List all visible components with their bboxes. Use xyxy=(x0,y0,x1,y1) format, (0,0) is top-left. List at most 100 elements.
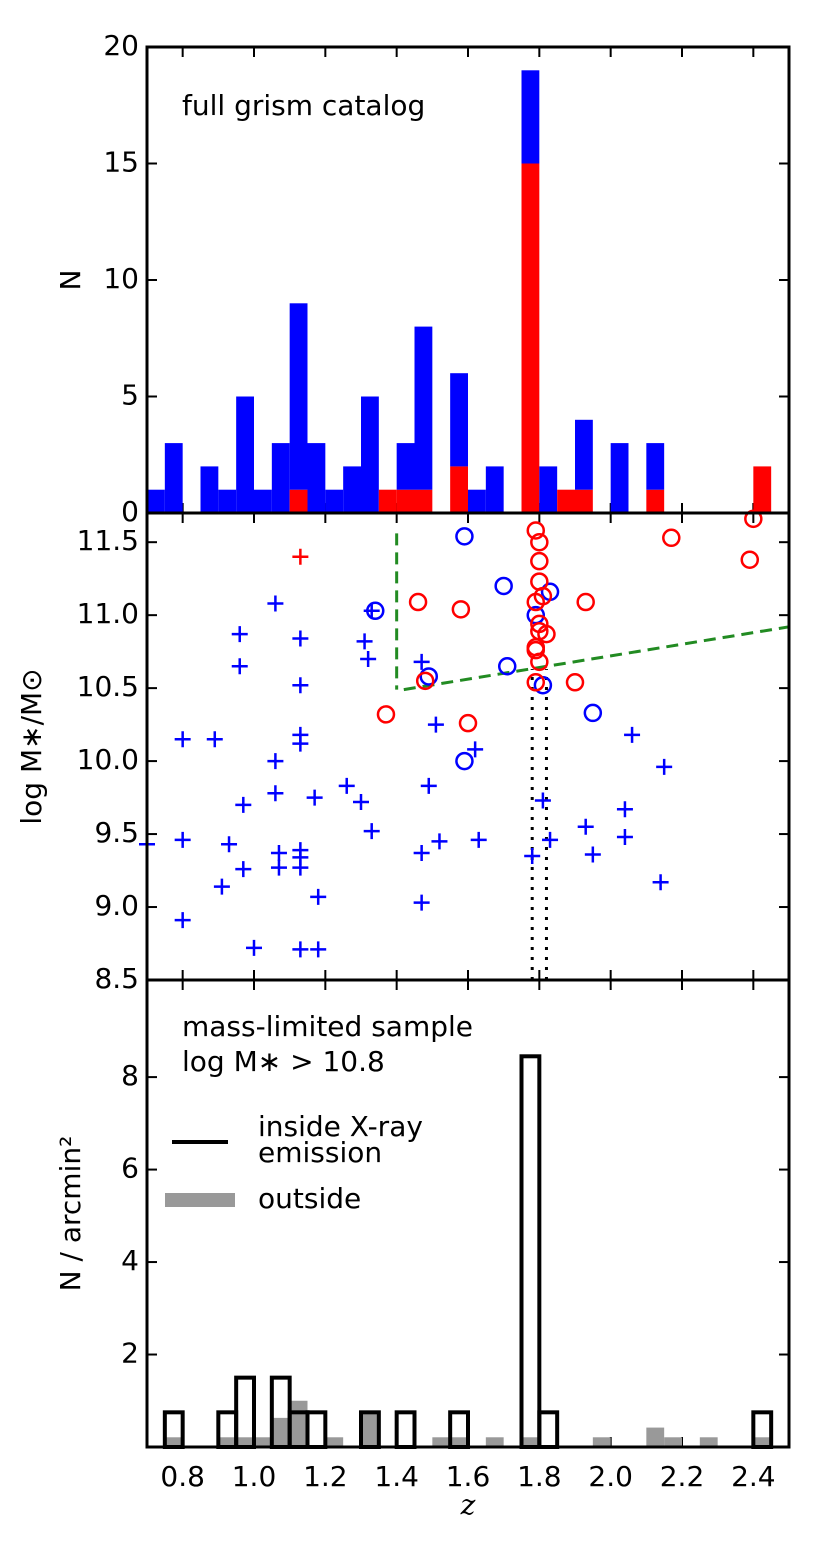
bar xyxy=(361,396,379,513)
y-tick-label: 9.0 xyxy=(94,889,139,922)
step-bar xyxy=(254,1437,272,1447)
point xyxy=(413,845,430,862)
bar xyxy=(610,443,629,513)
point xyxy=(353,793,369,810)
bar xyxy=(521,70,540,164)
legend-label: outside xyxy=(258,1182,362,1215)
x-tick-label: 1.8 xyxy=(517,1460,562,1493)
point xyxy=(413,894,430,911)
annotation: log M∗ > 10.8 xyxy=(182,1045,385,1078)
x-tick-label: 1.0 xyxy=(232,1460,277,1493)
point xyxy=(624,726,641,743)
y-tick-label: 20 xyxy=(103,29,139,62)
step-bar xyxy=(537,1410,560,1449)
point xyxy=(427,716,444,733)
y-tick-label: 8.5 xyxy=(94,962,139,995)
point xyxy=(530,652,549,672)
point xyxy=(583,703,603,723)
step-bar xyxy=(753,1437,772,1447)
point xyxy=(292,859,309,876)
point xyxy=(206,731,223,748)
point xyxy=(497,656,517,676)
point xyxy=(455,751,474,771)
point xyxy=(656,758,673,775)
point xyxy=(360,650,377,667)
point xyxy=(338,777,355,794)
x-tick-label: 2.2 xyxy=(660,1460,705,1493)
y-tick-label: 11.0 xyxy=(77,597,139,630)
point xyxy=(408,592,428,612)
point xyxy=(310,888,327,905)
x-tick-label: 1.4 xyxy=(374,1460,419,1493)
bar xyxy=(557,489,575,513)
bar xyxy=(753,466,772,513)
point xyxy=(458,713,478,733)
point xyxy=(537,624,556,644)
y-tick-label: 10.0 xyxy=(77,743,139,776)
point xyxy=(270,845,287,862)
step-bar xyxy=(646,1427,665,1447)
point xyxy=(494,576,513,596)
point xyxy=(744,509,763,529)
x-tick-label: 0.8 xyxy=(160,1460,205,1493)
point xyxy=(662,528,681,548)
point xyxy=(530,532,549,552)
bar xyxy=(218,489,237,513)
bar xyxy=(200,466,219,513)
point xyxy=(292,630,309,647)
point xyxy=(420,777,437,794)
step-bar xyxy=(432,1437,451,1447)
y-axis-label: N xyxy=(54,270,87,291)
point xyxy=(174,831,191,848)
bar xyxy=(254,489,272,513)
x-tick-label: 2.4 xyxy=(731,1460,776,1493)
y-tick-label: 11.5 xyxy=(77,524,139,557)
point xyxy=(530,551,549,571)
point xyxy=(413,653,430,670)
point xyxy=(356,633,373,650)
bar xyxy=(147,489,165,513)
x-axis-label: z xyxy=(460,1489,476,1522)
y-axis-label: log M∗/M⊙ xyxy=(15,668,48,824)
point xyxy=(231,658,248,675)
panel: 2 4 6 8 0.8 1.0 1.2 1.4 1.6 1.8 2.0 2.2 2.4 N / arcmi… xyxy=(54,978,791,1522)
point xyxy=(526,521,546,540)
point xyxy=(376,705,396,724)
point xyxy=(310,941,327,958)
point xyxy=(267,753,284,770)
step-bar xyxy=(485,1437,504,1447)
point xyxy=(267,785,284,802)
point xyxy=(415,671,435,691)
bar xyxy=(485,466,504,513)
step-bar xyxy=(394,1410,417,1449)
step-bar xyxy=(271,1417,290,1447)
step-bar xyxy=(289,1400,308,1447)
point xyxy=(174,731,191,748)
y-tick-label: 10 xyxy=(103,262,139,295)
step-bar xyxy=(218,1437,237,1447)
point xyxy=(533,586,553,606)
step-bar xyxy=(234,1375,257,1449)
annotation: mass-limited sample xyxy=(182,1010,473,1043)
annotation: full grism catalog xyxy=(182,89,425,122)
point xyxy=(576,592,595,612)
y-tick-label: 5 xyxy=(121,379,139,412)
point xyxy=(431,833,448,850)
bar xyxy=(307,443,326,513)
bar xyxy=(343,466,361,513)
point xyxy=(363,823,380,840)
point xyxy=(565,673,585,692)
point xyxy=(534,792,551,809)
point xyxy=(292,548,309,565)
y-axis-label: N / arcmin² xyxy=(54,1136,87,1292)
point xyxy=(292,735,309,752)
bar xyxy=(396,443,415,490)
y-tick-label: 15 xyxy=(103,146,139,179)
bar xyxy=(414,489,433,513)
bar xyxy=(539,466,558,513)
point xyxy=(292,677,309,694)
x-tick-label: 1.2 xyxy=(303,1460,348,1493)
reference-line xyxy=(403,625,790,692)
